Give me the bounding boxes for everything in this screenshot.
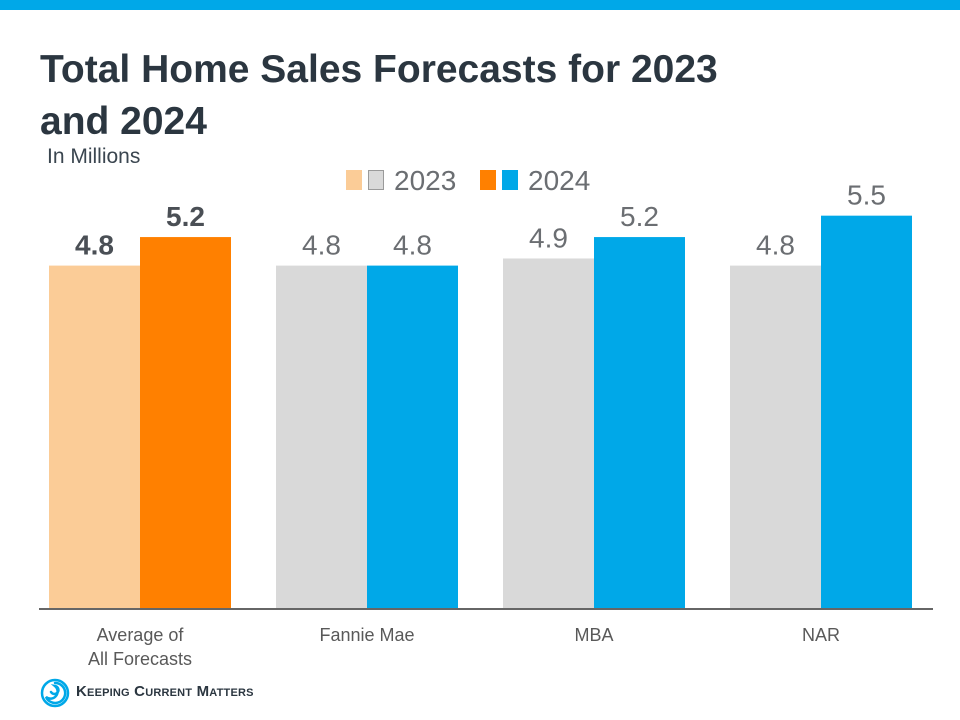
swirl-logo-icon bbox=[40, 678, 70, 708]
bar-nar-2024 bbox=[821, 215, 912, 608]
data-label-fannie-mae-2024: 4.8 bbox=[393, 230, 432, 261]
data-label-average-of-all-forecasts-2023: 4.8 bbox=[75, 230, 114, 261]
brand-logo: Keeping Current Matters bbox=[40, 678, 253, 708]
top-accent-bar bbox=[0, 0, 960, 10]
bar-fannie-mae-2024 bbox=[367, 265, 458, 608]
category-label-nar: NAR bbox=[802, 625, 840, 645]
bar-average-of-all-forecasts-2023 bbox=[49, 265, 140, 608]
data-label-nar-2024: 5.5 bbox=[847, 180, 886, 211]
legend-swatch-2023-highlight bbox=[346, 170, 362, 190]
legend-label-2024: 2024 bbox=[528, 165, 591, 196]
data-label-fannie-mae-2023: 4.8 bbox=[302, 230, 341, 261]
category-label-fannie-mae: Fannie Mae bbox=[319, 625, 414, 645]
chart-title: Total Home Sales Forecasts for 2023 and … bbox=[40, 48, 718, 143]
data-label-nar-2023: 4.8 bbox=[756, 230, 795, 261]
legend-label-2023: 2023 bbox=[394, 165, 457, 196]
data-label-mba-2023: 4.9 bbox=[529, 222, 568, 253]
legend-swatch-2024 bbox=[502, 170, 518, 190]
chart-subtitle: In Millions bbox=[47, 145, 141, 168]
legend-swatch-2024-highlight bbox=[480, 170, 496, 190]
data-label-mba-2024: 5.2 bbox=[620, 201, 659, 232]
bar-mba-2024 bbox=[594, 237, 685, 609]
category-label-average-of-all-forecasts: Average of All Forecasts bbox=[88, 625, 192, 669]
data-label-average-of-all-forecasts-2024: 5.2 bbox=[166, 201, 205, 232]
bar-average-of-all-forecasts-2024 bbox=[140, 237, 231, 609]
bar-fannie-mae-2023 bbox=[276, 265, 367, 608]
bar-nar-2023 bbox=[730, 265, 821, 608]
brand-name: Keeping Current Matters bbox=[76, 683, 254, 700]
legend-swatch-2023 bbox=[368, 170, 384, 190]
bar-mba-2023 bbox=[503, 258, 594, 608]
category-label-mba: MBA bbox=[574, 625, 613, 645]
